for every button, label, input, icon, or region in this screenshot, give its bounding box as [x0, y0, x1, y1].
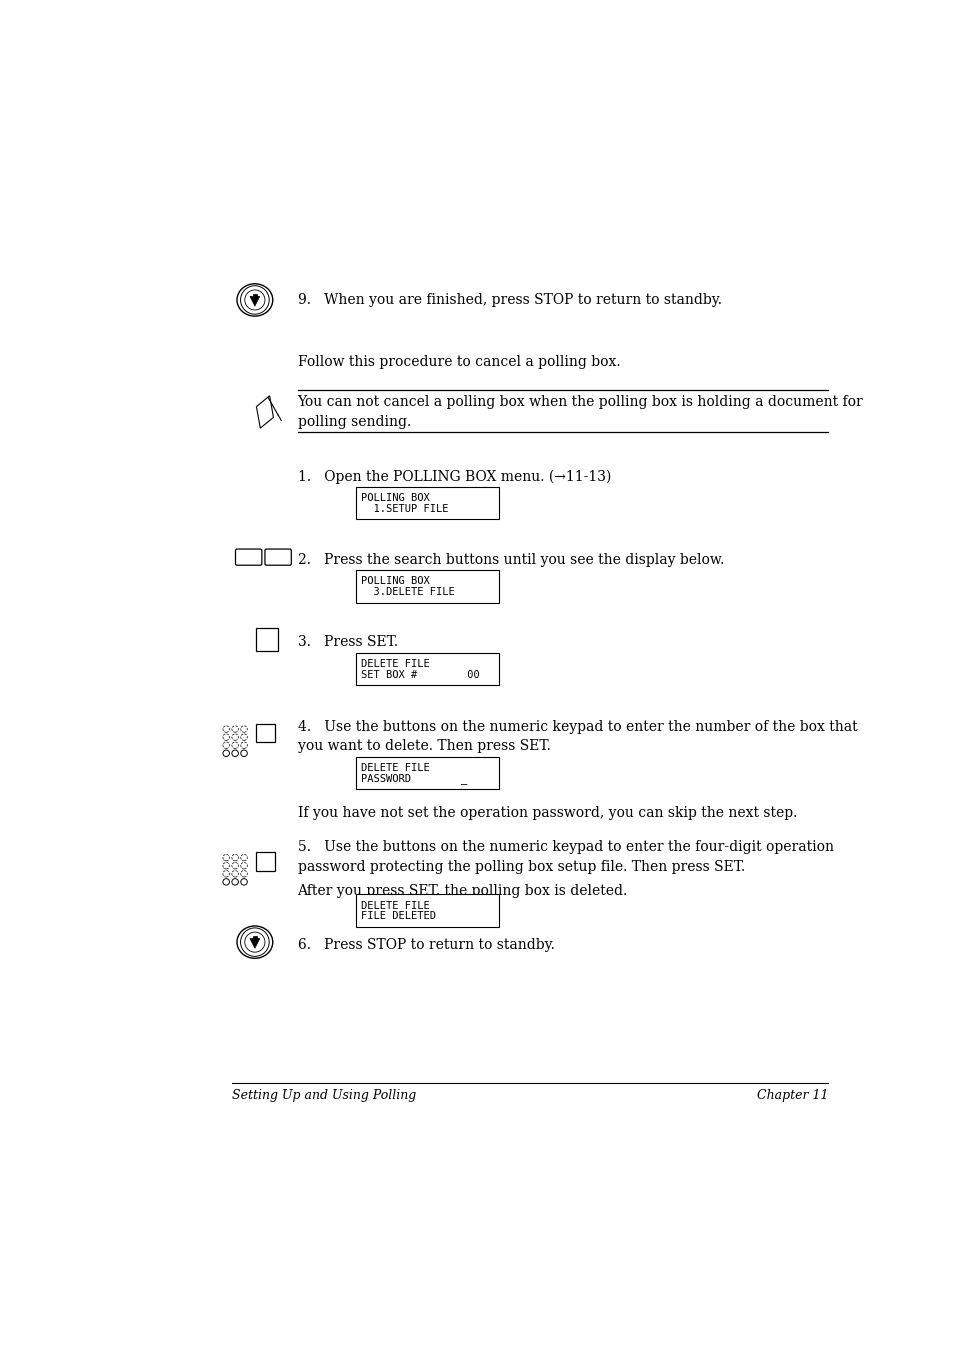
FancyBboxPatch shape [255, 628, 278, 651]
Circle shape [232, 878, 238, 885]
Text: 3.DELETE FILE: 3.DELETE FILE [360, 588, 455, 597]
Circle shape [223, 742, 230, 748]
FancyBboxPatch shape [355, 488, 498, 519]
Polygon shape [253, 293, 257, 297]
Circle shape [223, 862, 230, 869]
Circle shape [232, 870, 238, 877]
Text: POLLING BOX: POLLING BOX [360, 493, 430, 503]
Circle shape [240, 870, 247, 877]
Text: PASSWORD        _: PASSWORD _ [360, 773, 467, 784]
Circle shape [240, 854, 247, 861]
Ellipse shape [236, 284, 273, 316]
Circle shape [240, 285, 269, 315]
Circle shape [245, 290, 265, 309]
Text: 1.SETUP FILE: 1.SETUP FILE [360, 504, 448, 513]
Text: 6.   Press STOP to return to standby.: 6. Press STOP to return to standby. [297, 938, 554, 951]
Circle shape [240, 734, 247, 740]
Circle shape [245, 932, 265, 952]
Circle shape [232, 742, 238, 748]
FancyBboxPatch shape [265, 549, 291, 565]
Text: Chapter 11: Chapter 11 [756, 1089, 827, 1102]
Circle shape [223, 854, 230, 861]
FancyBboxPatch shape [355, 570, 498, 603]
Text: DELETE FILE: DELETE FILE [360, 763, 430, 773]
Circle shape [240, 750, 247, 757]
Text: Setting Up and Using Polling: Setting Up and Using Polling [232, 1089, 416, 1102]
Text: 4.   Use the buttons on the numeric keypad to enter the number of the box that
y: 4. Use the buttons on the numeric keypad… [297, 720, 856, 753]
Text: 2.   Press the search buttons until you see the display below.: 2. Press the search buttons until you se… [297, 553, 723, 566]
Text: Follow this procedure to cancel a polling box.: Follow this procedure to cancel a pollin… [297, 355, 619, 369]
Text: DELETE FILE: DELETE FILE [360, 901, 430, 911]
FancyBboxPatch shape [355, 757, 498, 789]
Text: 1.   Open the POLLING BOX menu. (→11-13): 1. Open the POLLING BOX menu. (→11-13) [297, 469, 610, 484]
Text: 3.   Press SET.: 3. Press SET. [297, 635, 397, 648]
Circle shape [240, 928, 269, 957]
Circle shape [223, 725, 230, 732]
Polygon shape [250, 296, 259, 307]
Circle shape [240, 862, 247, 869]
Circle shape [232, 750, 238, 757]
Text: DELETE FILE: DELETE FILE [360, 659, 430, 669]
FancyBboxPatch shape [255, 852, 274, 871]
Circle shape [232, 725, 238, 732]
Text: If you have not set the operation password, you can skip the next step.: If you have not set the operation passwo… [297, 805, 796, 820]
FancyBboxPatch shape [255, 724, 274, 742]
FancyBboxPatch shape [235, 549, 261, 565]
FancyBboxPatch shape [355, 894, 498, 927]
Polygon shape [256, 396, 274, 428]
Circle shape [223, 870, 230, 877]
Circle shape [223, 878, 230, 885]
Circle shape [223, 750, 230, 757]
Text: 5.   Use the buttons on the numeric keypad to enter the four-digit operation
pas: 5. Use the buttons on the numeric keypad… [297, 840, 833, 874]
Text: 9.   When you are finished, press STOP to return to standby.: 9. When you are finished, press STOP to … [297, 293, 720, 307]
Circle shape [232, 862, 238, 869]
Circle shape [232, 854, 238, 861]
Circle shape [223, 734, 230, 740]
Text: POLLING BOX: POLLING BOX [360, 577, 430, 586]
Text: After you press SET, the polling box is deleted.: After you press SET, the polling box is … [297, 885, 627, 898]
Circle shape [240, 878, 247, 885]
Circle shape [240, 725, 247, 732]
FancyBboxPatch shape [355, 653, 498, 685]
Circle shape [240, 742, 247, 748]
Polygon shape [253, 936, 257, 939]
Polygon shape [250, 939, 259, 948]
Circle shape [232, 734, 238, 740]
Ellipse shape [236, 925, 273, 958]
Text: FILE DELETED: FILE DELETED [360, 912, 436, 921]
Text: You can not cancel a polling box when the polling box is holding a document for
: You can not cancel a polling box when th… [297, 396, 862, 428]
Text: SET BOX #        00: SET BOX # 00 [360, 670, 479, 680]
